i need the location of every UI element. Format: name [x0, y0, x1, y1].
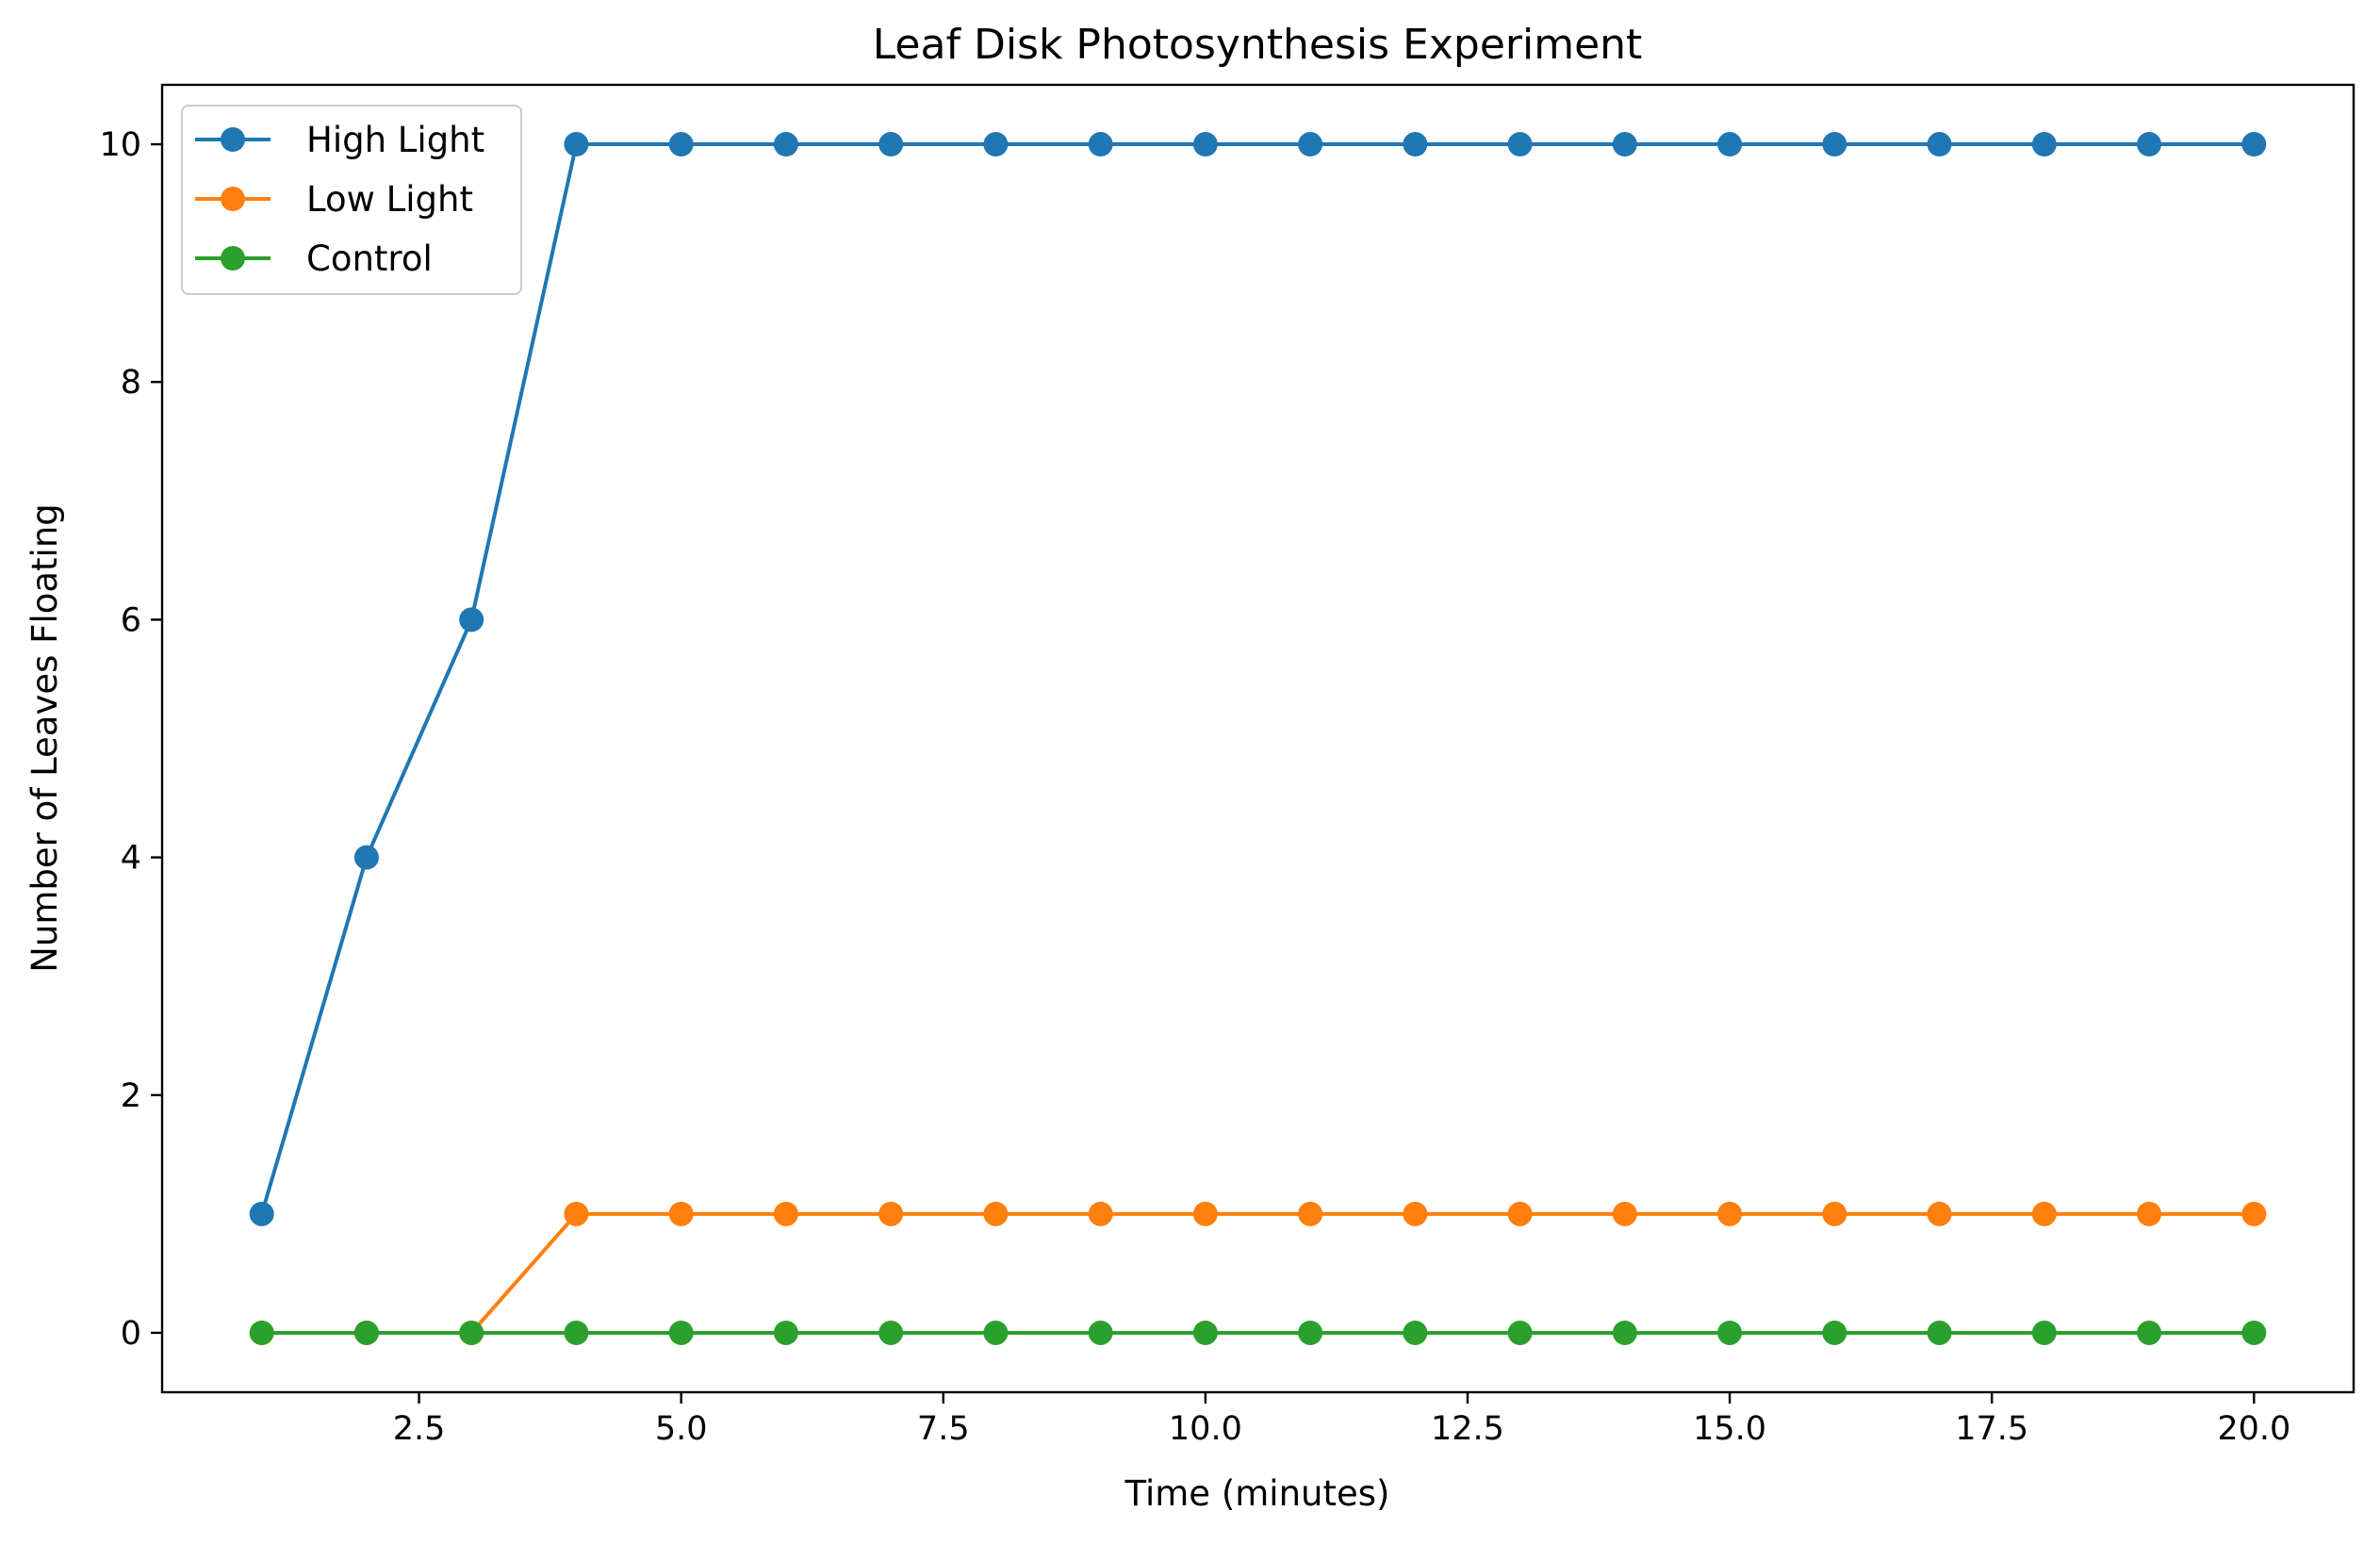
data-point	[1507, 132, 1533, 157]
data-point	[2241, 1320, 2267, 1345]
data-point	[1927, 1201, 1952, 1226]
data-point	[1192, 132, 1218, 157]
series-control	[249, 1320, 2267, 1345]
x-tick-label: 10.0	[1169, 1410, 1242, 1448]
plot-frame	[160, 83, 2355, 1394]
y-tick-label: 8	[121, 364, 141, 402]
data-point	[1822, 1201, 1847, 1226]
legend-item: Low Light	[195, 179, 473, 220]
legend-marker	[221, 246, 245, 271]
data-point	[1403, 1320, 1428, 1345]
data-point	[1717, 1201, 1743, 1226]
legend-frame	[181, 105, 522, 295]
data-point	[1927, 1320, 1952, 1345]
data-point	[1192, 1201, 1218, 1226]
data-point	[983, 132, 1009, 157]
data-point	[1717, 1320, 1743, 1345]
legend-item: Control	[195, 238, 433, 279]
data-point	[983, 1201, 1009, 1226]
data-point	[2031, 1201, 2057, 1226]
chart-title: Leaf Disk Photosynthesis Experiment	[873, 21, 1643, 69]
data-point	[249, 1320, 274, 1345]
y-axis: 0 2 4 6 8 10	[99, 126, 162, 1353]
data-point	[459, 1320, 484, 1345]
legend-label: Control	[306, 238, 433, 279]
legend-marker	[221, 187, 245, 211]
data-point	[353, 1320, 379, 1345]
y-tick-label: 2	[121, 1077, 141, 1115]
data-point	[878, 1320, 904, 1345]
data-point	[459, 607, 484, 632]
data-point	[1507, 1201, 1533, 1226]
data-point	[2241, 1201, 2267, 1226]
data-point	[2137, 1201, 2162, 1226]
data-point	[1088, 132, 1113, 157]
data-point	[1298, 1201, 1323, 1226]
x-tick-label: 15.0	[1693, 1410, 1766, 1448]
x-tick-label: 12.5	[1431, 1410, 1504, 1448]
data-point	[1822, 132, 1847, 157]
data-point	[773, 132, 798, 157]
data-point	[1403, 132, 1428, 157]
data-point	[1507, 1320, 1533, 1345]
data-point	[2137, 132, 2162, 157]
data-point	[1298, 1320, 1323, 1345]
x-axis: 2.5 5.0 7.5 10.0 12.5 15.0 17.5 20.0	[393, 1392, 2290, 1448]
data-point	[2241, 132, 2267, 157]
data-point	[249, 1201, 274, 1226]
x-tick-label: 7.5	[917, 1410, 970, 1448]
data-point	[2031, 1320, 2057, 1345]
data-point	[1088, 1320, 1113, 1345]
series-high-light	[249, 132, 2267, 1226]
data-point	[2031, 132, 2057, 157]
data-point	[1612, 1201, 1637, 1226]
x-tick-label: 2.5	[393, 1410, 446, 1448]
y-tick-label: 0	[121, 1315, 141, 1353]
y-tick-label: 4	[121, 840, 141, 878]
series-layer	[249, 132, 2267, 1345]
data-point	[773, 1201, 798, 1226]
data-point	[668, 1201, 694, 1226]
legend-label: High Light	[306, 120, 484, 160]
data-point	[983, 1320, 1009, 1345]
data-point	[2137, 1320, 2162, 1345]
data-point	[564, 1320, 589, 1345]
data-point	[668, 1320, 694, 1345]
x-tick-label: 20.0	[2217, 1410, 2290, 1448]
legend-item: High Light	[195, 120, 484, 160]
data-point	[1298, 132, 1323, 157]
data-point	[564, 1201, 589, 1226]
legend: High Light Low Light Control	[181, 105, 522, 295]
x-tick-label: 17.5	[1955, 1410, 2028, 1448]
y-tick-label: 6	[121, 601, 141, 639]
data-point	[878, 1201, 904, 1226]
legend-marker	[221, 127, 245, 152]
data-point	[353, 845, 379, 870]
data-point	[668, 132, 694, 157]
data-point	[564, 132, 589, 157]
plot-area	[160, 83, 2355, 1394]
data-point	[1927, 132, 1952, 157]
data-point	[1717, 132, 1743, 157]
data-point	[1192, 1320, 1218, 1345]
data-point	[1822, 1320, 1847, 1345]
data-point	[1088, 1201, 1113, 1226]
series-line	[261, 1211, 2255, 1335]
legend-label: Low Light	[306, 179, 473, 220]
data-point	[878, 132, 904, 157]
data-point	[773, 1320, 798, 1345]
y-axis-label: Number of Leaves Floating	[25, 503, 65, 973]
x-tick-label: 5.0	[655, 1410, 708, 1448]
y-tick-label: 10	[99, 126, 141, 164]
x-axis-label: Time (minutes)	[1124, 1473, 1390, 1514]
series-line	[259, 142, 2255, 1215]
data-point	[1612, 1320, 1637, 1345]
data-point	[1612, 132, 1637, 157]
data-point	[1403, 1201, 1428, 1226]
